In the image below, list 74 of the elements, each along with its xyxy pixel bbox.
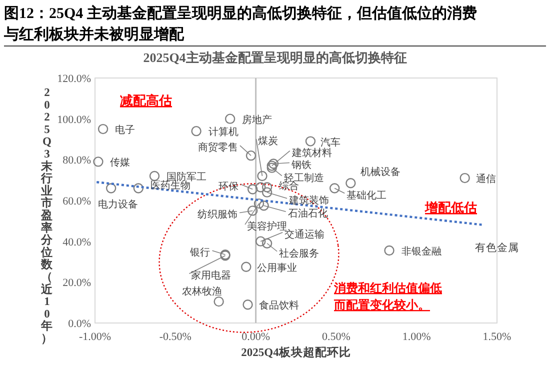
annotation: 消费和红利估值偏低 [333, 281, 442, 295]
annotation: 计算机 [208, 126, 238, 138]
annotation: 公用事业 [257, 262, 298, 274]
point [346, 178, 356, 188]
y-tick-label: 100.0% [57, 114, 91, 126]
annotation: 家用电器 [191, 270, 232, 282]
point [241, 262, 252, 272]
x-axis-title: 2025Q4板块超配环比 [241, 345, 351, 359]
point [257, 170, 268, 182]
annotation: 电子 [115, 124, 136, 136]
point [224, 114, 236, 124]
point [247, 206, 258, 216]
point [242, 300, 253, 310]
annotation: 汽车 [320, 136, 340, 148]
point [329, 183, 340, 194]
annotation: 社会服务 [279, 247, 320, 260]
annotation: 增配低估 [424, 200, 477, 215]
annotation: 煤炭 [258, 135, 278, 147]
y-tick-label: 0.0% [68, 318, 91, 330]
annotation: 环保 [218, 181, 239, 192]
x-tick-label: 0.00% [242, 331, 270, 343]
y-tick-label: 120.0% [57, 73, 91, 85]
annotation: 农林牧渔 [182, 286, 222, 298]
annotation: 食品饮料 [258, 300, 299, 312]
point [93, 156, 104, 167]
y-tick-label: 40.0% [62, 236, 91, 248]
x-tick-label: -0.50% [159, 331, 192, 343]
annotation: 机械设备 [360, 166, 401, 178]
annotation: 而配置变化较小。 [333, 298, 430, 312]
point [214, 296, 224, 307]
annotation: 建筑装饰 [288, 194, 330, 206]
annotation: 减配高估 [120, 93, 172, 108]
chart-subtitle: 2025Q4主动基金配置呈现明显的高低切换特征 [143, 50, 407, 65]
annotation: 钢铁 [290, 158, 312, 171]
x-tick-label: 0.50% [322, 331, 350, 343]
y-tick-label: 60.0% [62, 196, 91, 208]
annotation: 非银金融 [401, 246, 442, 258]
text: 2025Q3末行业市盈率分位数（近10年） [41, 87, 53, 345]
point [258, 200, 269, 211]
point [191, 126, 202, 136]
point [246, 150, 256, 161]
annotation: 银行 [189, 248, 210, 259]
point [262, 182, 272, 192]
annotation: 商贸零售 [198, 142, 238, 154]
point [149, 170, 160, 182]
annotation: 电力设备 [98, 198, 138, 210]
annotation: 交通运输 [284, 228, 325, 240]
annotation: 基础化工 [346, 189, 387, 202]
y-tick-label: 80.0% [62, 154, 91, 167]
point [256, 236, 266, 246]
point [305, 136, 316, 146]
point [133, 183, 144, 194]
point [256, 182, 266, 192]
annotation: 石油石化 [288, 208, 328, 220]
x-tick-label: -1.00% [78, 331, 112, 343]
annotation: 有色金属 [475, 242, 519, 254]
point [384, 245, 394, 256]
point [254, 198, 264, 209]
point [262, 187, 272, 198]
point [106, 183, 116, 194]
annotation: 房地产 [242, 114, 272, 126]
point [247, 184, 258, 194]
annotation: 通信 [476, 173, 496, 186]
x-tick-label: 1.50% [482, 331, 512, 343]
y-tick-label: 20.0% [62, 277, 91, 290]
point [98, 124, 108, 134]
x-tick-label: 1.00% [402, 331, 431, 343]
chart-title: 图12：25Q4 主动基金配置呈现明显的高低切换特征，但估值低位的消费与红利板块并未被明显增配 [3, 4, 477, 43]
annotation: 纺织服饰 [198, 208, 238, 221]
point [460, 172, 470, 184]
point [262, 238, 272, 248]
annotation: 建筑材料 [290, 146, 332, 159]
annotation: 综合 [279, 180, 300, 192]
annotation: 传媒 [110, 158, 130, 169]
